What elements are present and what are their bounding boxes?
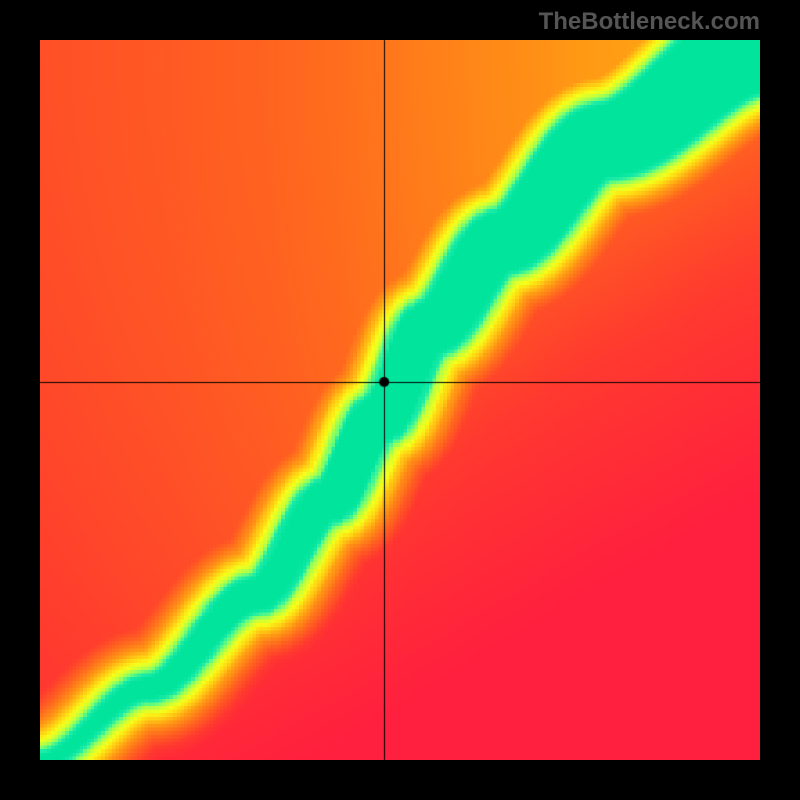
figure-root: TheBottleneck.com [0, 0, 800, 800]
watermark-text: TheBottleneck.com [539, 8, 760, 36]
crosshair-overlay [0, 0, 800, 800]
